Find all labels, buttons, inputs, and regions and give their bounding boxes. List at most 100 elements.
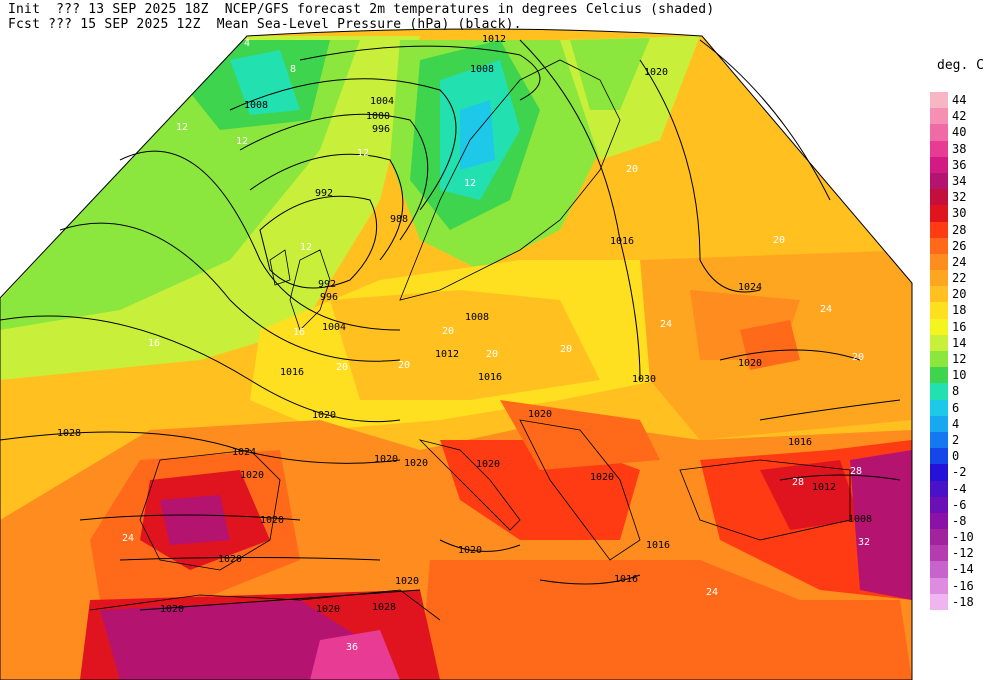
isobar-label: 1016	[614, 574, 638, 585]
legend-label: 10	[952, 368, 967, 383]
legend-swatch	[930, 351, 948, 368]
isobar-label: 1020	[644, 67, 668, 78]
forecast-header-init: Init ??? 13 SEP 2025 18Z NCEP/GFS foreca…	[8, 2, 715, 17]
temp-label: 24	[660, 319, 672, 330]
isobar-label: 1020	[312, 410, 336, 421]
legend-label: 26	[952, 238, 967, 253]
isobar-label: 1016	[646, 540, 670, 551]
legend-row: 42	[930, 108, 990, 125]
isobar-label: 1016	[610, 236, 634, 247]
legend-label: 24	[952, 254, 967, 269]
isobar-label: 1020	[458, 545, 482, 556]
temp-label: 12	[300, 242, 312, 253]
legend-label: -18	[952, 594, 974, 609]
legend-label: -6	[952, 497, 967, 512]
isobar-label: 1020	[528, 409, 552, 420]
temp-label: 20	[560, 344, 572, 355]
legend-row: 32	[930, 189, 990, 206]
legend-swatch	[930, 286, 948, 303]
temp-label: 24	[706, 587, 718, 598]
legend-label: 14	[952, 335, 967, 350]
legend-row: 0	[930, 448, 990, 465]
legend-swatch	[930, 172, 948, 190]
isobar-label: 1012	[812, 482, 836, 493]
legend-row: 20	[930, 286, 990, 303]
temp-label: 32	[858, 537, 870, 548]
legend-row: 34	[930, 172, 990, 190]
legend-row: -12	[930, 545, 990, 562]
legend-label: 0	[952, 449, 960, 464]
legend-label: -14	[952, 562, 974, 577]
legend-swatch	[930, 464, 948, 481]
legend-row: -4	[930, 480, 990, 497]
legend-label: 38	[952, 141, 967, 156]
legend-swatch	[930, 253, 948, 271]
legend-swatch	[930, 529, 948, 546]
legend-row: 28	[930, 221, 990, 238]
legend-label: 4	[952, 416, 960, 431]
legend-row: 44	[930, 92, 990, 109]
legend-swatch	[930, 302, 948, 319]
legend-label: 34	[952, 173, 967, 188]
isobar-label: 1016	[788, 437, 812, 448]
legend-swatch	[930, 561, 948, 578]
legend-row: 30	[930, 205, 990, 222]
temp-label: 24	[820, 304, 832, 315]
isobar-label: 1020	[738, 358, 762, 369]
isobar-label: 1008	[465, 312, 489, 323]
temp-label: 28	[850, 466, 862, 477]
legend-label: 36	[952, 157, 967, 172]
legend-row: 12	[930, 351, 990, 368]
legend-swatch	[930, 593, 948, 610]
legend-row: 24	[930, 253, 990, 271]
legend-row: 22	[930, 270, 990, 287]
legend-swatch	[930, 545, 948, 562]
legend-swatch	[930, 512, 948, 530]
legend-label: -4	[952, 481, 967, 496]
legend-swatch	[930, 399, 948, 416]
legend-label: 44	[952, 93, 967, 107]
temp-label: 20	[626, 164, 638, 175]
temp-label: 16	[148, 338, 160, 349]
isobar-label: 1024	[232, 447, 256, 458]
isobar-label: 1016	[280, 367, 304, 378]
legend-row: -2	[930, 464, 990, 481]
legend-swatch	[930, 108, 948, 125]
temp-label: 36	[346, 642, 358, 653]
legend-swatch	[930, 124, 948, 141]
color-legend: 44 42 40 38 36 34 32 30 28 26 24 22 20 18 16 14 12 10 8 6 4 2…	[930, 92, 990, 610]
legend-title: deg. C	[937, 58, 984, 73]
legend-swatch	[930, 431, 948, 449]
isobar-label: 996	[320, 292, 338, 303]
legend-row: -16	[930, 577, 990, 594]
legend-swatch	[930, 367, 948, 384]
legend-swatch	[930, 448, 948, 465]
temp-label: 12	[464, 178, 476, 189]
temp-label: 20	[442, 326, 454, 337]
isobar-label: 1012	[482, 34, 506, 45]
isobar-label: 1016	[478, 372, 502, 383]
legend-row: -18	[930, 593, 990, 610]
isobar-label: 1020	[240, 470, 264, 481]
legend-label: 30	[952, 206, 967, 221]
temp-label: 20	[486, 349, 498, 360]
temp-label: 12	[236, 136, 248, 147]
legend-row: 6	[930, 399, 990, 416]
legend-swatch	[930, 140, 948, 157]
legend-label: 12	[952, 352, 967, 366]
isobar-label: 992	[318, 279, 336, 290]
isobar-label: 1008	[244, 100, 268, 111]
temp-label: 20	[398, 360, 410, 371]
legend-swatch	[930, 577, 948, 594]
legend-row: 18	[930, 302, 990, 319]
legend-row: 14	[930, 334, 990, 351]
isobar-lines	[0, 39, 901, 611]
isobar-label: 1004	[370, 96, 394, 107]
legend-row: -10	[930, 529, 990, 546]
legend-swatch	[930, 92, 948, 109]
legend-swatch	[930, 496, 948, 513]
isobar-label: 1020	[260, 515, 284, 526]
isobar-label: 1020	[476, 459, 500, 470]
temp-label: 8	[290, 64, 296, 75]
